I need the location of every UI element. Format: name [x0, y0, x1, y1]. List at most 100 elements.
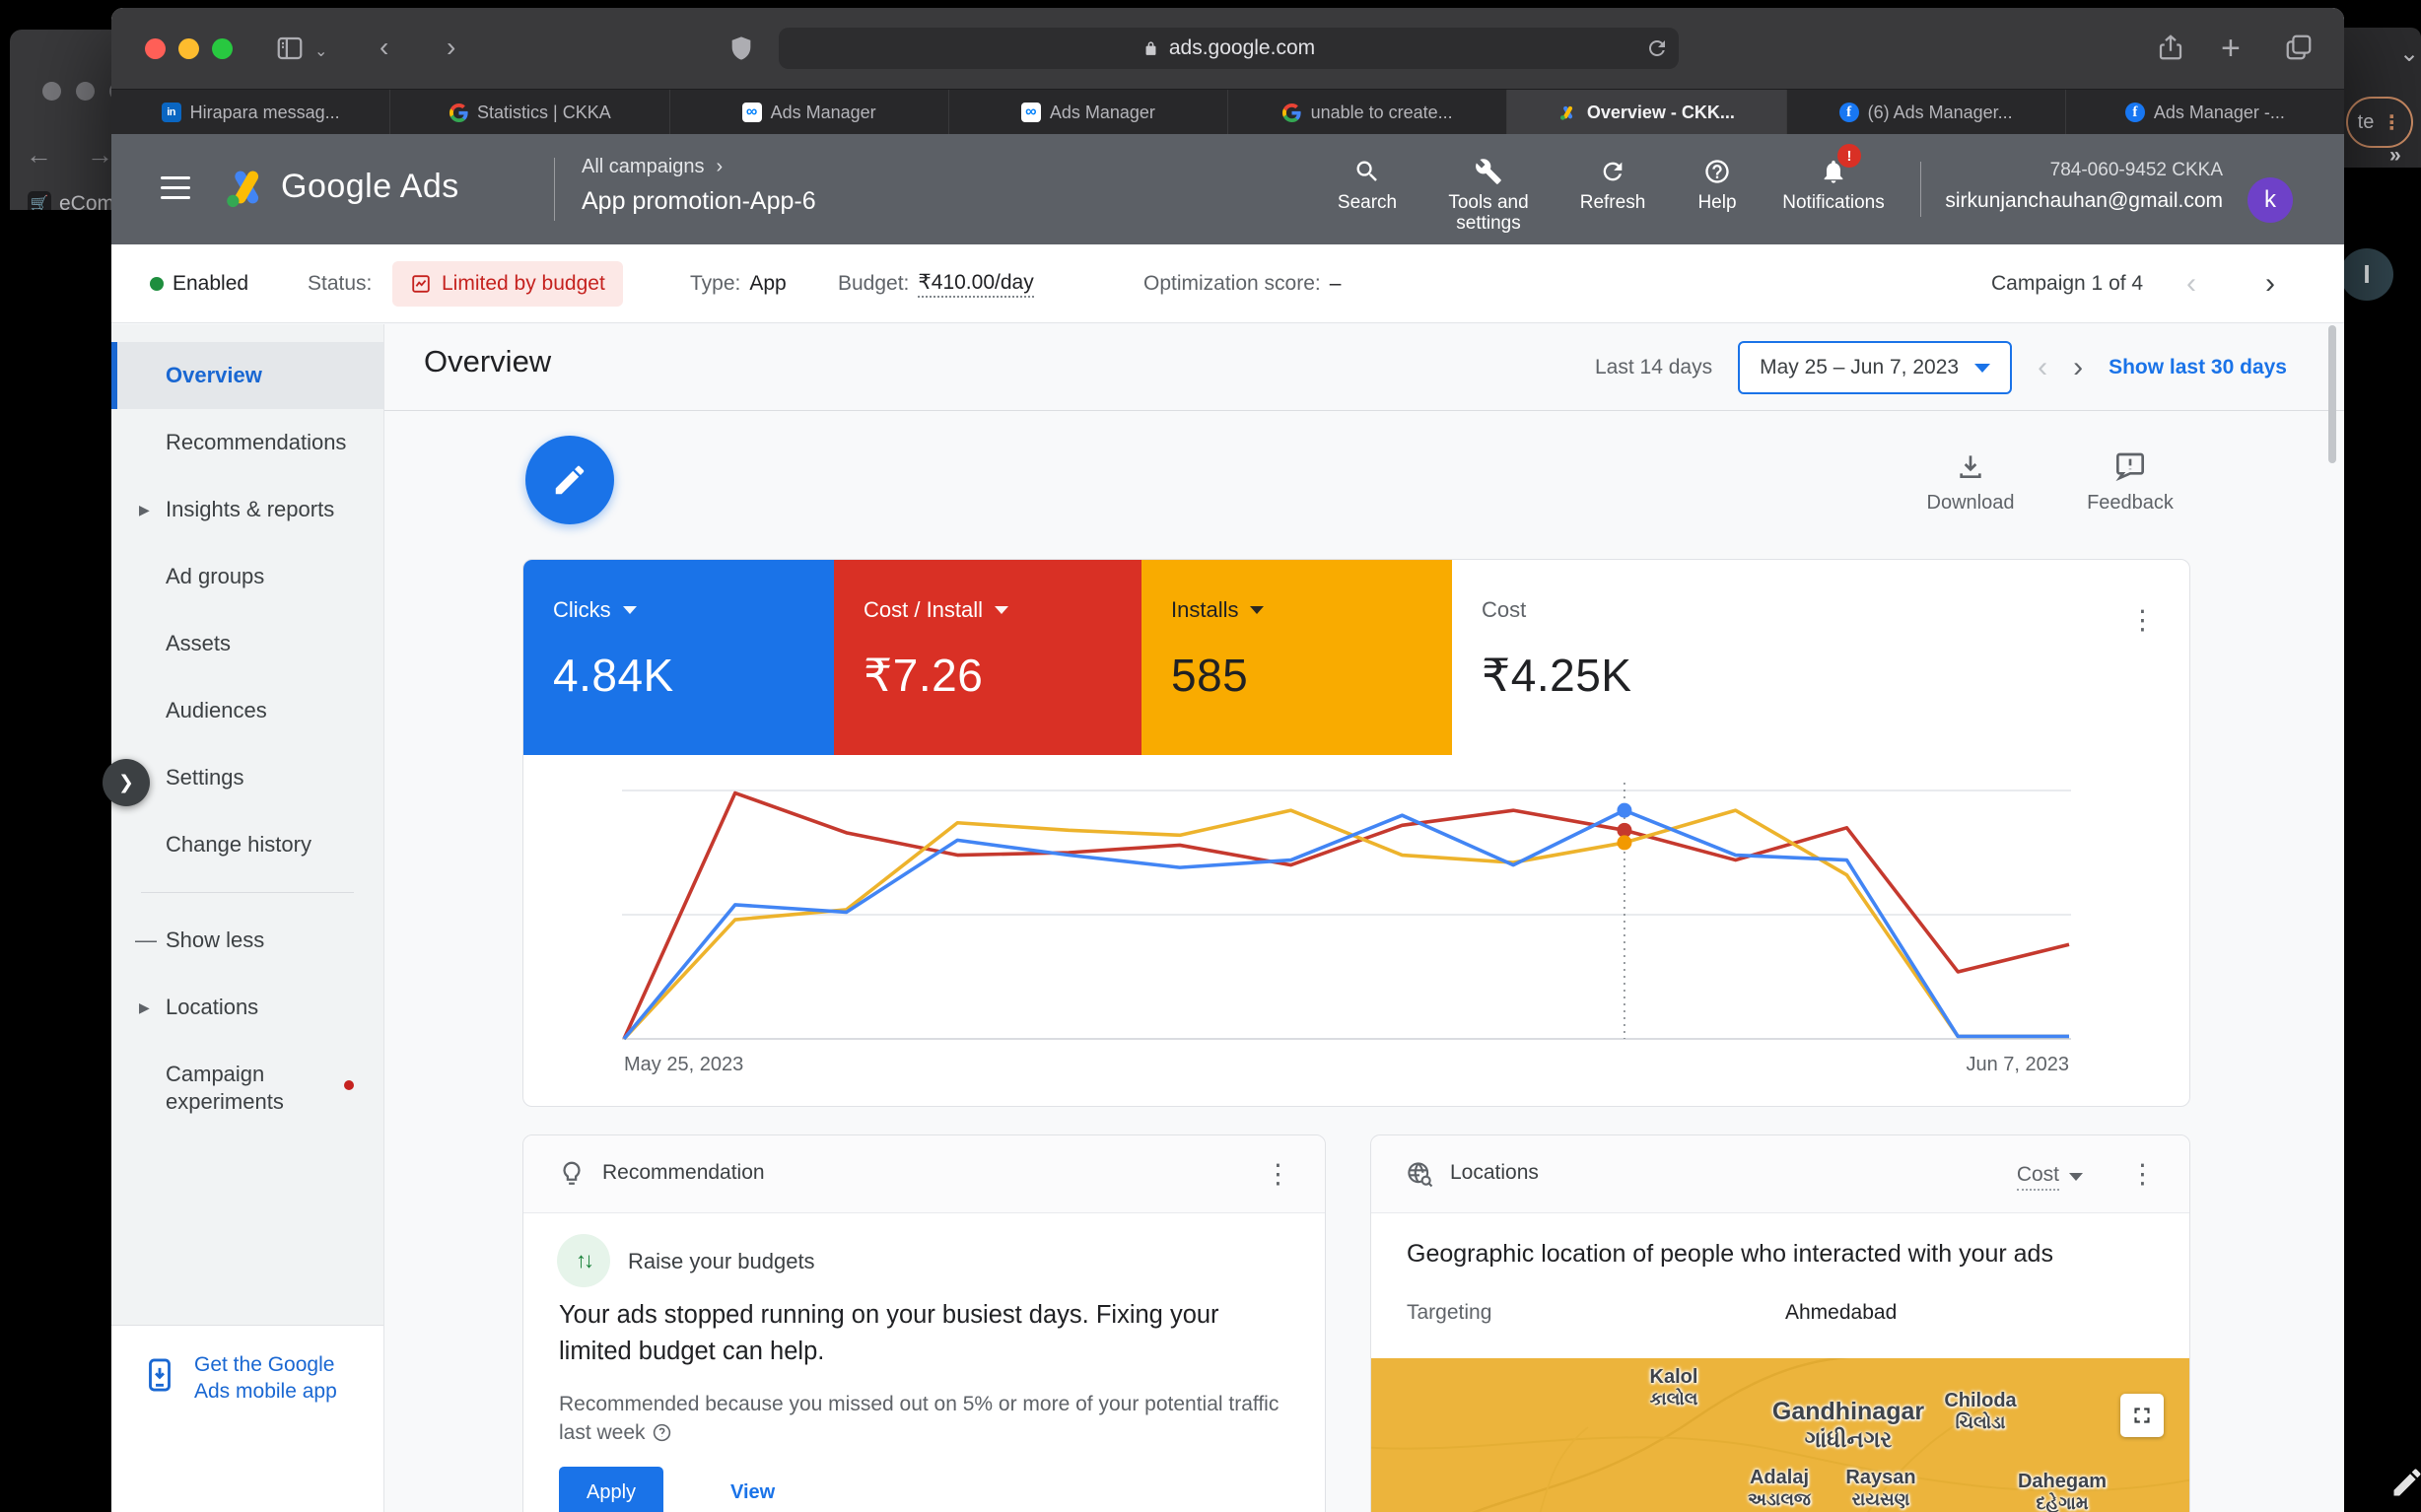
- budget-value[interactable]: ₹410.00/day: [918, 270, 1034, 298]
- targeting-label: Targeting: [1407, 1301, 1492, 1324]
- download-icon: [1897, 450, 2044, 482]
- metric-selector[interactable]: Cost: [2016, 1163, 2083, 1191]
- share-icon[interactable]: [2156, 32, 2185, 63]
- sidebar-item-locations[interactable]: ▶ Locations: [111, 974, 383, 1041]
- metric-tile-cost[interactable]: Cost ₹4.25K: [1452, 560, 1761, 755]
- metric-tile-cost-install[interactable]: Cost / Install ₹7.26: [834, 560, 1141, 755]
- tab-label: (6) Ads Manager...: [1867, 102, 2013, 122]
- address-bar[interactable]: ads.google.com: [779, 28, 1679, 69]
- forward-button[interactable]: ›: [447, 32, 456, 62]
- edit-button[interactable]: [525, 436, 614, 524]
- next-campaign-button[interactable]: ›: [2265, 266, 2275, 300]
- sidebar-item-settings[interactable]: Settings: [111, 744, 383, 811]
- performance-chart[interactable]: May 25, 2023 Jun 7, 2023: [622, 767, 2071, 1074]
- campaign-state[interactable]: Enabled: [173, 271, 249, 295]
- address-pill[interactable]: te ⋮: [2346, 97, 2413, 148]
- tools-and-settings-button[interactable]: Tools and settings: [1427, 154, 1550, 234]
- browser-tab[interactable]: Statistics | CKKA: [390, 90, 670, 135]
- account-id: 784-060-9452 CKKA: [2049, 160, 2223, 180]
- metric-tile-installs[interactable]: Installs 585: [1141, 560, 1452, 755]
- expand-panel-button[interactable]: ❯: [103, 759, 150, 806]
- cart-icon: 🛒: [28, 191, 51, 210]
- browser-tab[interactable]: ∞ Ads Manager: [948, 90, 1228, 135]
- tab-overview-icon[interactable]: [2284, 33, 2314, 62]
- refresh-button[interactable]: Refresh: [1552, 154, 1674, 213]
- account-info[interactable]: 784-060-9452 CKKA sirkunjanchauhan@gmail…: [1945, 160, 2223, 213]
- map-city-label: Dahegam દહેગામ: [2017, 1471, 2108, 1512]
- floating-letter-badge[interactable]: I: [2340, 248, 2393, 301]
- sidebar-item-campaign-experiments[interactable]: Campaign experiments: [111, 1041, 383, 1135]
- tab-label: Hirapara messag...: [189, 102, 340, 122]
- breadcrumb[interactable]: All campaigns ›: [582, 156, 724, 177]
- lightbulb-icon: [557, 1159, 587, 1189]
- recommendation-description: Recommended because you missed out on 5%…: [559, 1393, 1280, 1444]
- show-last-30-days-link[interactable]: Show last 30 days: [2109, 356, 2287, 378]
- sidebar-item-ad-groups[interactable]: Ad groups: [111, 543, 383, 610]
- back-button[interactable]: ‹: [380, 32, 389, 62]
- previous-campaign-button[interactable]: ‹: [2186, 266, 2196, 300]
- browser-tab[interactable]: f Ads Manager -...: [2065, 90, 2344, 135]
- bookmark-label[interactable]: eCom: [59, 192, 111, 210]
- new-tab-button[interactable]: +: [2221, 30, 2241, 67]
- sidebar-item-insights-reports[interactable]: ▶ Insights & reports: [111, 476, 383, 543]
- caret-down-icon: [2069, 1173, 2083, 1181]
- sidebar-item-assets[interactable]: Assets: [111, 610, 383, 677]
- x-axis-start-label: May 25, 2023: [624, 1054, 743, 1074]
- browser-tab[interactable]: f (6) Ads Manager...: [1786, 90, 2066, 135]
- feedback-button[interactable]: Feedback: [2056, 450, 2204, 515]
- next-period-button[interactable]: ›: [2073, 351, 2084, 383]
- limited-by-budget-chip[interactable]: Limited by budget: [392, 260, 623, 307]
- more-vertical-icon[interactable]: ⋮: [1265, 1159, 1291, 1189]
- help-button[interactable]: Help: [1656, 154, 1778, 213]
- view-link[interactable]: View: [730, 1481, 776, 1503]
- download-button[interactable]: Download: [1897, 450, 2044, 515]
- apply-button[interactable]: Apply: [559, 1467, 664, 1512]
- browser-tab[interactable]: ∞ Ads Manager: [669, 90, 949, 135]
- sidebar-item-audiences[interactable]: Audiences: [111, 677, 383, 744]
- scrollbar-thumb[interactable]: [2328, 325, 2336, 463]
- privacy-shield-icon[interactable]: [727, 33, 755, 64]
- fullscreen-icon[interactable]: [2120, 1394, 2164, 1437]
- menu-icon[interactable]: [161, 176, 190, 206]
- chevron-right-icon: ▶: [139, 501, 150, 517]
- google-icon: [1282, 103, 1302, 122]
- sidebar-item-change-history[interactable]: Change history: [111, 811, 383, 878]
- browser-tab[interactable]: in Hirapara messag...: [111, 90, 391, 135]
- date-range-picker[interactable]: May 25 – Jun 7, 2023: [1738, 341, 2013, 394]
- browser-tab[interactable]: Overview - CKK...: [1507, 90, 1787, 135]
- close-window-button[interactable]: [145, 38, 166, 59]
- overflow-chevrons[interactable]: »: [2389, 144, 2401, 167]
- mobile-app-promo[interactable]: Get the Google Ads mobile app: [111, 1325, 383, 1512]
- tab-group-chevron-icon[interactable]: ⌄: [314, 43, 328, 60]
- raise-budgets-arrows-icon: ↑↓: [557, 1234, 610, 1287]
- divider: [141, 892, 354, 893]
- sidebar-item-show-less[interactable]: — Show less: [111, 907, 383, 974]
- minimize-window-button[interactable]: [178, 38, 199, 59]
- nav-label: Tools and settings: [1448, 192, 1529, 234]
- caret-down-icon: [1250, 606, 1265, 614]
- search-button[interactable]: Search: [1306, 154, 1428, 213]
- forward-arrow-icon[interactable]: →: [87, 140, 111, 170]
- sidebar-item-recommendations[interactable]: Recommendations: [111, 409, 383, 476]
- more-vertical-icon[interactable]: ⋮: [2129, 1159, 2156, 1189]
- browser-tab[interactable]: unable to create...: [1228, 90, 1508, 135]
- sidebar-toggle-icon[interactable]: [274, 34, 306, 63]
- geo-map[interactable]: Kalol કાલોલ Gandhinagar ગાંધીનગર Chiloda ચિલો…: [1371, 1358, 2189, 1512]
- map-city-label: Chiloda ચિલોડા: [1944, 1390, 2017, 1432]
- zoom-window-button[interactable]: [212, 38, 233, 59]
- sidebar-item-label: Overview: [166, 363, 262, 387]
- sidebar-item-overview[interactable]: Overview: [111, 342, 383, 409]
- metric-tile-clicks[interactable]: Clicks 4.84K: [523, 560, 834, 755]
- google-ads-logo-icon[interactable]: [222, 164, 271, 213]
- tab-label: Statistics | CKKA: [477, 102, 611, 122]
- recommendation-type: Raise your budgets: [628, 1249, 815, 1273]
- chevron-down-icon[interactable]: ⌄: [2399, 40, 2420, 67]
- sidebar-item-label: Insights & reports: [166, 497, 335, 521]
- more-vertical-icon[interactable]: ⋮: [2129, 605, 2156, 635]
- avatar[interactable]: k: [2248, 177, 2293, 223]
- status-label: Status:: [308, 271, 373, 295]
- back-arrow-icon[interactable]: ←: [26, 140, 52, 170]
- previous-period-button[interactable]: ‹: [2038, 351, 2048, 383]
- notifications-button[interactable]: ! Notifications: [1772, 144, 1895, 213]
- reload-icon[interactable]: [1645, 36, 1669, 60]
